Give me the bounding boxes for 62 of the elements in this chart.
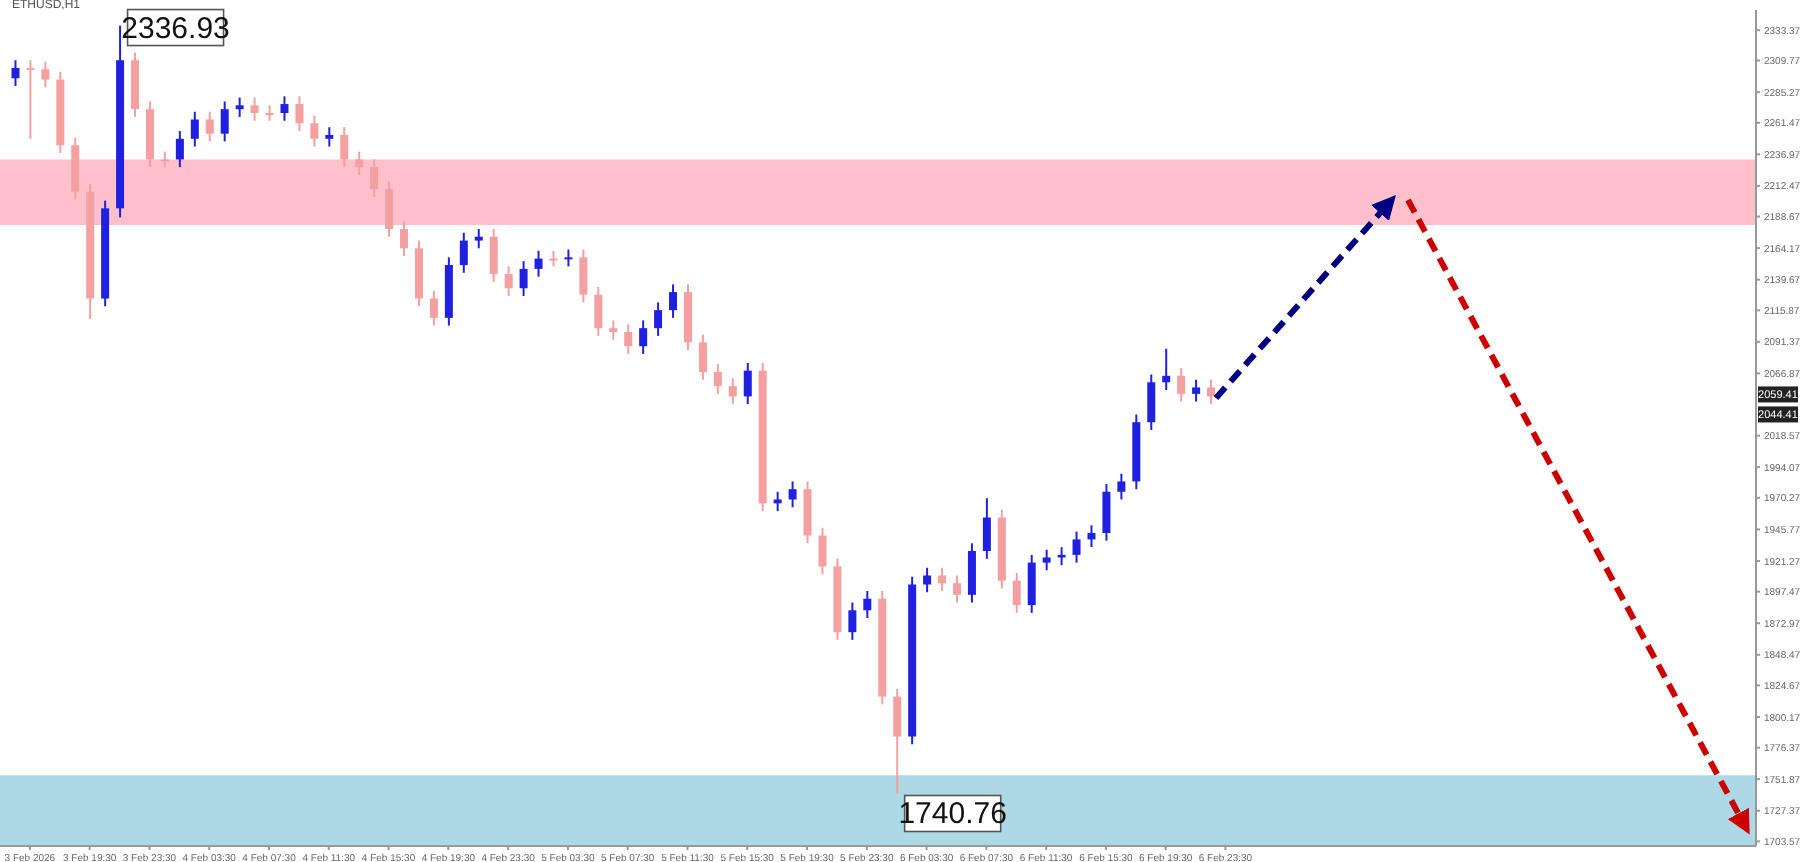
candlestick <box>624 323 633 355</box>
candlestick <box>400 220 409 258</box>
candlestick <box>1192 378 1201 403</box>
candlestick <box>26 59 35 140</box>
candlestick <box>669 283 678 319</box>
candlestick <box>11 59 20 87</box>
candlestick <box>713 363 722 395</box>
candlestick <box>1042 548 1051 572</box>
candlestick <box>788 480 797 509</box>
candlestick <box>803 480 812 545</box>
candlestick <box>1117 472 1126 501</box>
candlestick <box>982 497 991 560</box>
candlestick <box>1102 483 1111 542</box>
candlestick <box>235 96 244 118</box>
candlestick <box>325 126 334 148</box>
candlestick <box>952 574 961 604</box>
candlestick <box>848 601 857 641</box>
candlestick <box>579 248 588 304</box>
candlestick <box>1087 524 1096 549</box>
candlestick <box>609 319 618 341</box>
candlestick <box>355 150 364 176</box>
candlestick <box>1027 553 1036 614</box>
candlestick <box>265 104 274 122</box>
candlestick <box>489 227 498 283</box>
candlestick <box>370 158 379 198</box>
candlestick <box>818 526 827 576</box>
candlestick <box>967 542 976 604</box>
candlestick <box>504 265 513 297</box>
candlestick <box>459 231 468 274</box>
candlestick <box>594 285 603 337</box>
candlestick <box>175 130 184 169</box>
candlestick <box>280 95 289 122</box>
candlestick <box>340 126 349 169</box>
candlestick <box>205 110 214 143</box>
candlestick <box>1072 530 1081 564</box>
candlestick <box>938 566 947 592</box>
candlestick <box>893 687 902 795</box>
candlestick <box>310 114 319 148</box>
candlestick <box>728 377 737 406</box>
candlestick <box>923 566 932 594</box>
candlestick <box>429 289 438 327</box>
candlestick <box>698 333 707 381</box>
candlestick <box>71 136 80 201</box>
candlestick <box>863 589 872 619</box>
candlestick <box>295 95 304 133</box>
candlestick <box>654 301 663 337</box>
candlestick <box>41 60 50 89</box>
candlestick <box>639 319 648 355</box>
candlestick <box>1207 378 1216 406</box>
candlestick <box>743 361 752 406</box>
candlestick <box>474 227 483 250</box>
candlestick <box>220 100 229 143</box>
candlestick <box>385 180 394 238</box>
candlestick <box>534 249 543 278</box>
candlestick <box>773 490 782 513</box>
candlestick <box>1162 347 1171 391</box>
candlestick <box>1147 373 1156 431</box>
candlestick <box>519 260 528 297</box>
candlestick <box>250 96 259 122</box>
candlestick <box>1177 367 1186 403</box>
candlestick <box>190 110 199 148</box>
candlestick <box>1012 571 1021 614</box>
